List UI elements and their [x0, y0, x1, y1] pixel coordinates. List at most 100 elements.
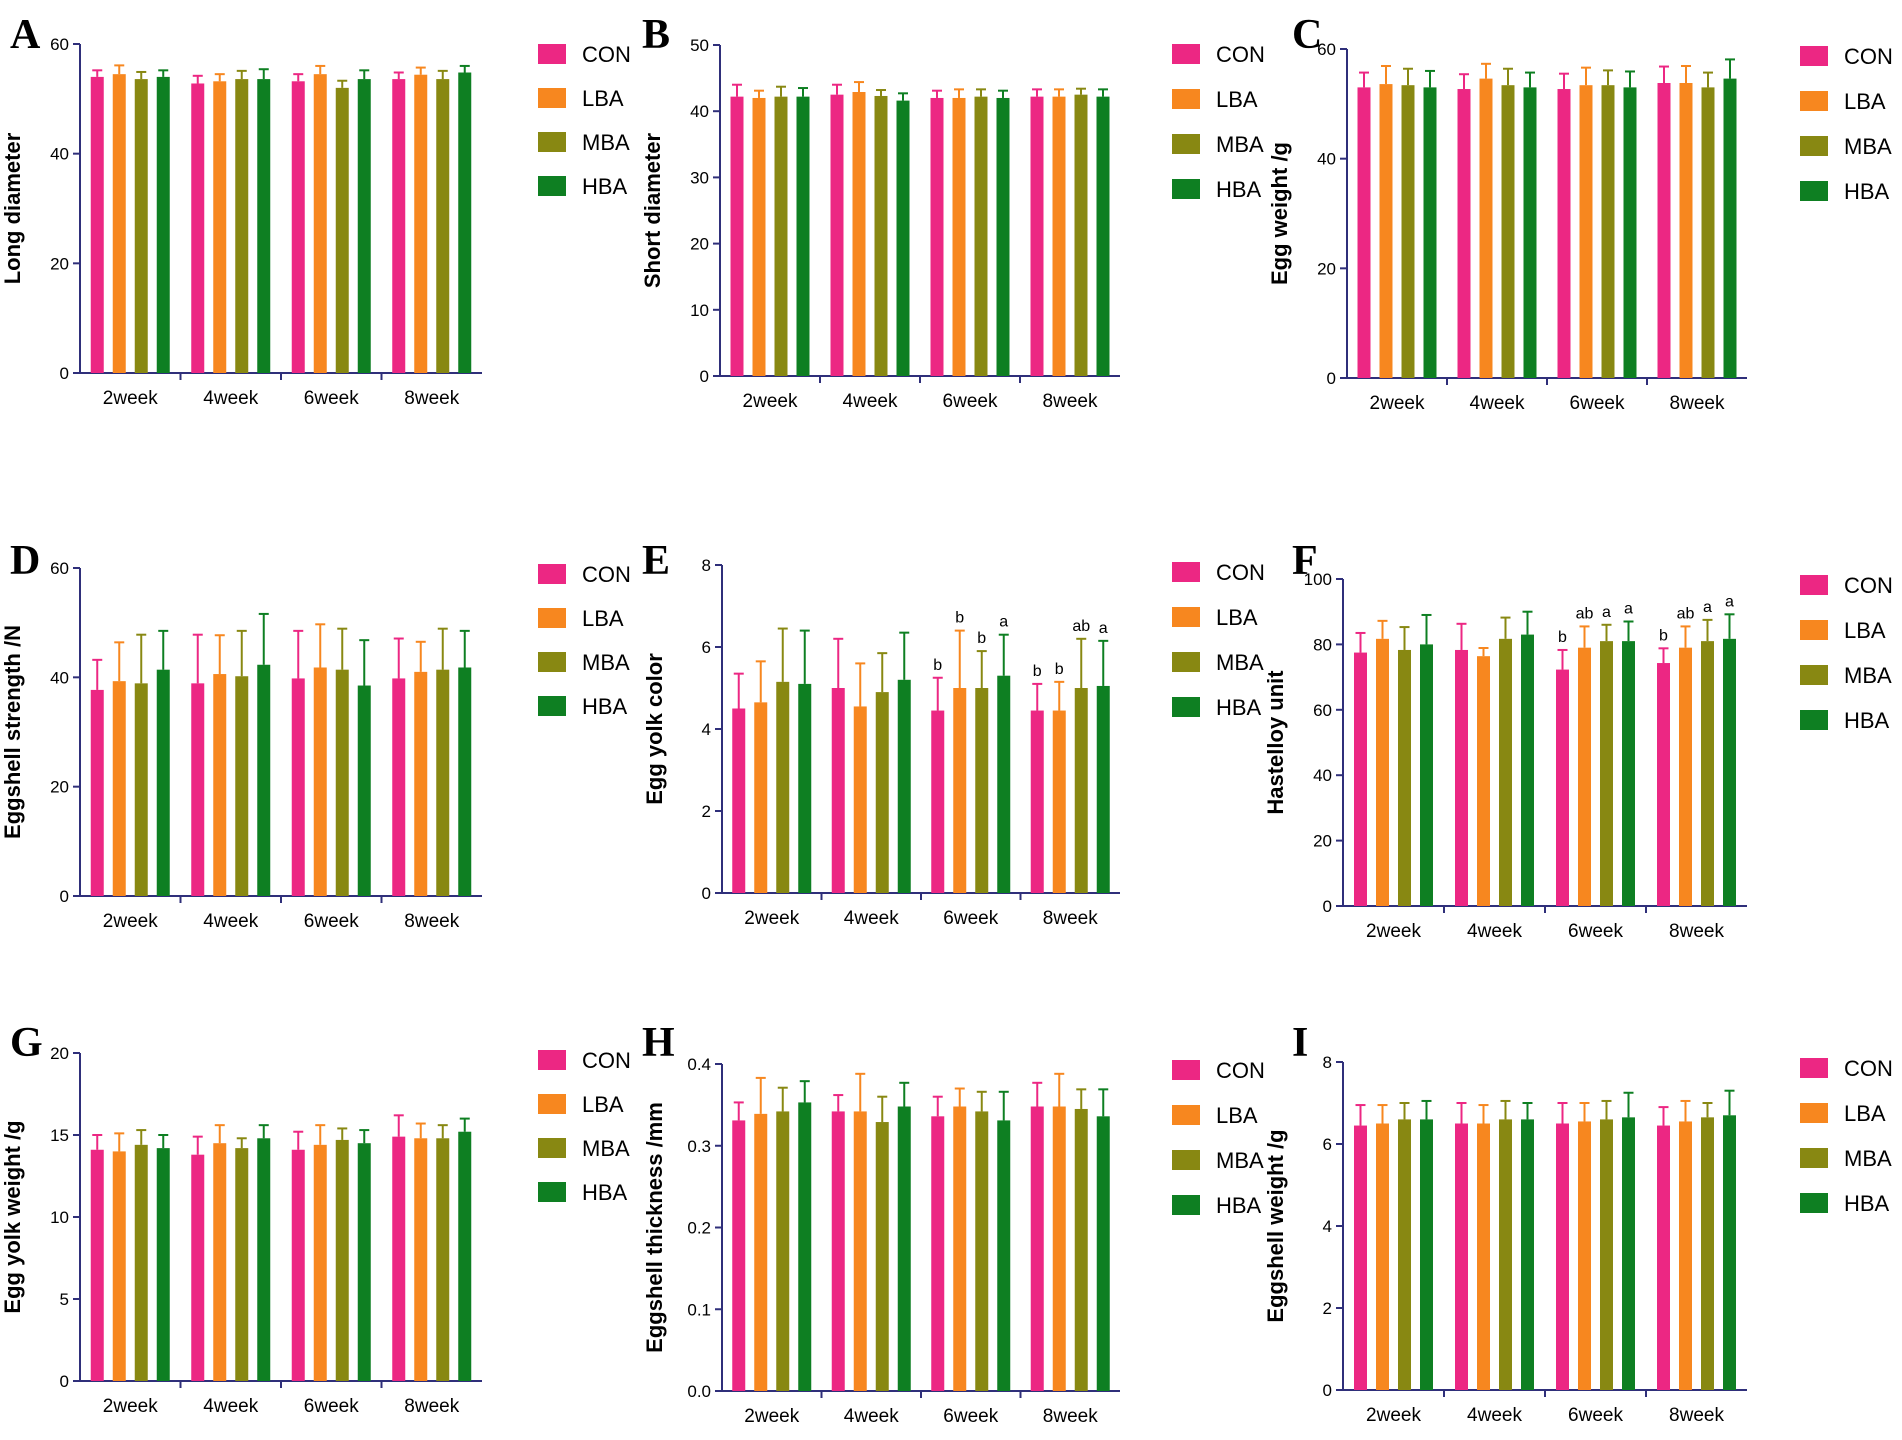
bar-mba	[235, 676, 249, 896]
bar-mba	[975, 1111, 989, 1391]
y-tick-label: 0	[60, 887, 69, 906]
legend-swatch-hba	[1800, 181, 1828, 201]
y-tick-label: 40	[1313, 766, 1332, 785]
legend-label-lba: LBA	[1844, 618, 1886, 643]
y-axis-label: Short diameter	[640, 132, 665, 288]
bar-mba	[436, 79, 450, 374]
y-axis-label: Eggshell strength /N	[0, 625, 25, 839]
legend-label-hba: HBA	[1216, 1193, 1262, 1218]
bar-con	[1457, 89, 1471, 379]
legend-label-hba: HBA	[1844, 708, 1890, 733]
bar-mba	[335, 87, 349, 373]
bar-mba	[1701, 641, 1714, 906]
y-tick-label: 0	[60, 364, 69, 383]
bar-hba	[257, 79, 271, 374]
x-tick-label: 8week	[1670, 393, 1725, 414]
bar-mba	[134, 79, 148, 374]
bar-lba	[1052, 710, 1066, 893]
legend-swatch-lba	[1800, 1103, 1828, 1123]
x-tick-label: 6week	[943, 908, 998, 929]
bar-lba	[112, 1151, 126, 1381]
y-tick-label: 2	[702, 802, 711, 821]
y-tick-label: 40	[50, 145, 69, 164]
bar-lba	[1679, 82, 1693, 378]
bar-mba	[1499, 638, 1512, 906]
y-tick-label: 8	[1323, 1053, 1332, 1072]
bar-con	[1556, 669, 1569, 906]
legend-swatch-con	[538, 1050, 566, 1070]
legend-swatch-con	[1800, 1058, 1828, 1078]
bar-mba	[776, 681, 790, 893]
bar-con	[191, 1154, 205, 1381]
legend-label-con: CON	[1844, 44, 1893, 69]
bar-lba	[1679, 647, 1692, 906]
significance-label: b	[1558, 629, 1567, 646]
bar-hba	[1420, 1119, 1433, 1390]
x-tick-label: 6week	[943, 391, 998, 412]
x-tick-label: 4week	[203, 1396, 258, 1417]
legend-label-mba: MBA	[1844, 134, 1892, 159]
x-tick-label: 2week	[103, 1396, 158, 1417]
bar-hba	[156, 1148, 170, 1381]
legend-swatch-mba	[1800, 665, 1828, 685]
legend-label-mba: MBA	[1216, 132, 1264, 157]
significance-label: ab	[1072, 618, 1090, 635]
bar-mba	[974, 96, 988, 377]
x-tick-label: 4week	[203, 911, 258, 932]
legend-label-hba: HBA	[582, 174, 628, 199]
bar-hba	[1623, 87, 1637, 378]
x-tick-label: 4week	[844, 908, 899, 929]
y-tick-label: 80	[1313, 635, 1332, 654]
bar-lba	[1578, 647, 1591, 906]
bar-con	[1354, 1125, 1367, 1390]
legend-swatch-lba	[1172, 89, 1200, 109]
y-tick-label: 60	[50, 35, 69, 54]
y-tick-label: 6	[702, 638, 711, 657]
y-tick-label: 60	[1317, 40, 1336, 59]
bar-con	[392, 79, 406, 374]
panel-letter: E	[642, 538, 670, 584]
panel-letter: A	[10, 12, 41, 58]
legend-label-con: CON	[582, 1048, 631, 1073]
legend-label-mba: MBA	[1216, 650, 1264, 675]
bar-con	[732, 708, 746, 893]
legend-swatch-hba	[538, 176, 566, 196]
legend-label-mba: MBA	[582, 130, 630, 155]
y-tick-label: 20	[1317, 259, 1336, 278]
x-tick-label: 6week	[1568, 921, 1623, 942]
bar-mba	[1501, 85, 1515, 378]
legend-swatch-mba	[538, 132, 566, 152]
bar-lba	[1477, 1123, 1490, 1390]
y-tick-label: 0.0	[687, 1382, 711, 1401]
legend-swatch-con	[1172, 1060, 1200, 1080]
legend-label-lba: LBA	[1844, 1101, 1886, 1126]
bar-con	[1030, 1106, 1044, 1391]
legend-swatch-mba	[1800, 1148, 1828, 1168]
x-tick-label: 4week	[1470, 393, 1525, 414]
panel-d: D Eggshell strength /N 0 20 40 60 2week 4week 6w…	[0, 538, 631, 932]
bar-lba	[953, 1106, 967, 1391]
bar-lba	[1052, 96, 1066, 377]
bar-hba	[357, 79, 371, 374]
panel-letter: H	[642, 1020, 675, 1066]
x-tick-label: 8week	[1669, 1405, 1724, 1426]
y-tick-label: 20	[50, 778, 69, 797]
panel-letter: C	[1292, 12, 1322, 58]
y-tick-label: 0	[1323, 897, 1332, 916]
bar-hba	[458, 1131, 472, 1381]
bar-con	[191, 683, 205, 896]
bar-mba	[235, 79, 249, 374]
bar-lba	[213, 81, 227, 373]
panel-letter: G	[10, 1020, 43, 1066]
bar-hba	[1723, 638, 1736, 906]
legend-label-con: CON	[1844, 1056, 1893, 1081]
bar-lba	[1578, 1121, 1591, 1390]
bar-con	[1030, 710, 1044, 893]
bar-mba	[134, 1144, 148, 1381]
legend-swatch-lba	[1800, 91, 1828, 111]
x-tick-label: 6week	[1568, 1405, 1623, 1426]
legend-label-lba: LBA	[1216, 87, 1258, 112]
bar-hba	[897, 679, 911, 893]
y-tick-label: 10	[50, 1208, 69, 1227]
legend-swatch-mba	[1800, 136, 1828, 156]
